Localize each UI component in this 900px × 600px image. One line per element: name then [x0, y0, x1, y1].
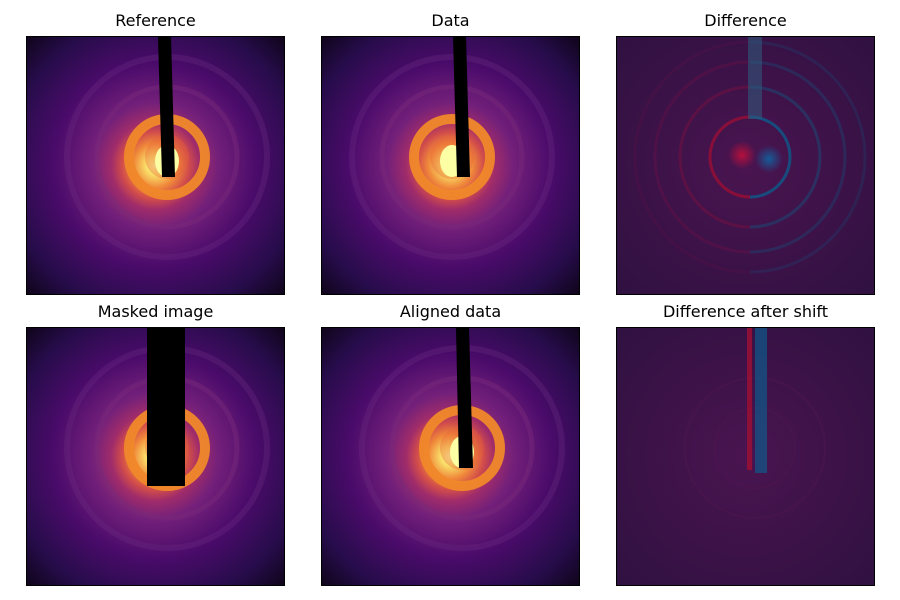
panel-reference: Reference [26, 6, 285, 295]
residual-red-stripe [747, 328, 752, 470]
image-data [321, 36, 580, 295]
panel-data: Data [321, 6, 580, 295]
image-reference [26, 36, 285, 295]
panel-title-difference: Difference [704, 11, 787, 30]
panel-title-reference: Reference [115, 11, 196, 30]
panel-title-difference-after-shift: Difference after shift [662, 302, 829, 321]
image-difference-after-shift [616, 327, 875, 586]
panel-title-masked-image: Masked image [97, 302, 214, 321]
beamstop [158, 37, 175, 177]
panel-title-data: Data [431, 11, 470, 30]
panel-difference-after-shift: Difference after shift [616, 297, 875, 586]
panel-difference: Difference [616, 6, 875, 295]
image-aligned [321, 327, 580, 586]
mask-rectangle [147, 328, 185, 486]
residual-blue-stripe [755, 328, 767, 473]
beamstop-residual [748, 37, 762, 119]
image-masked [26, 327, 285, 586]
image-difference [616, 36, 875, 295]
beamstop [456, 328, 473, 468]
beamstop [453, 37, 470, 177]
panel-aligned-data: Aligned data [321, 297, 580, 586]
panel-title-aligned-data: Aligned data [399, 302, 502, 321]
panel-masked-image: Masked image [26, 297, 285, 586]
